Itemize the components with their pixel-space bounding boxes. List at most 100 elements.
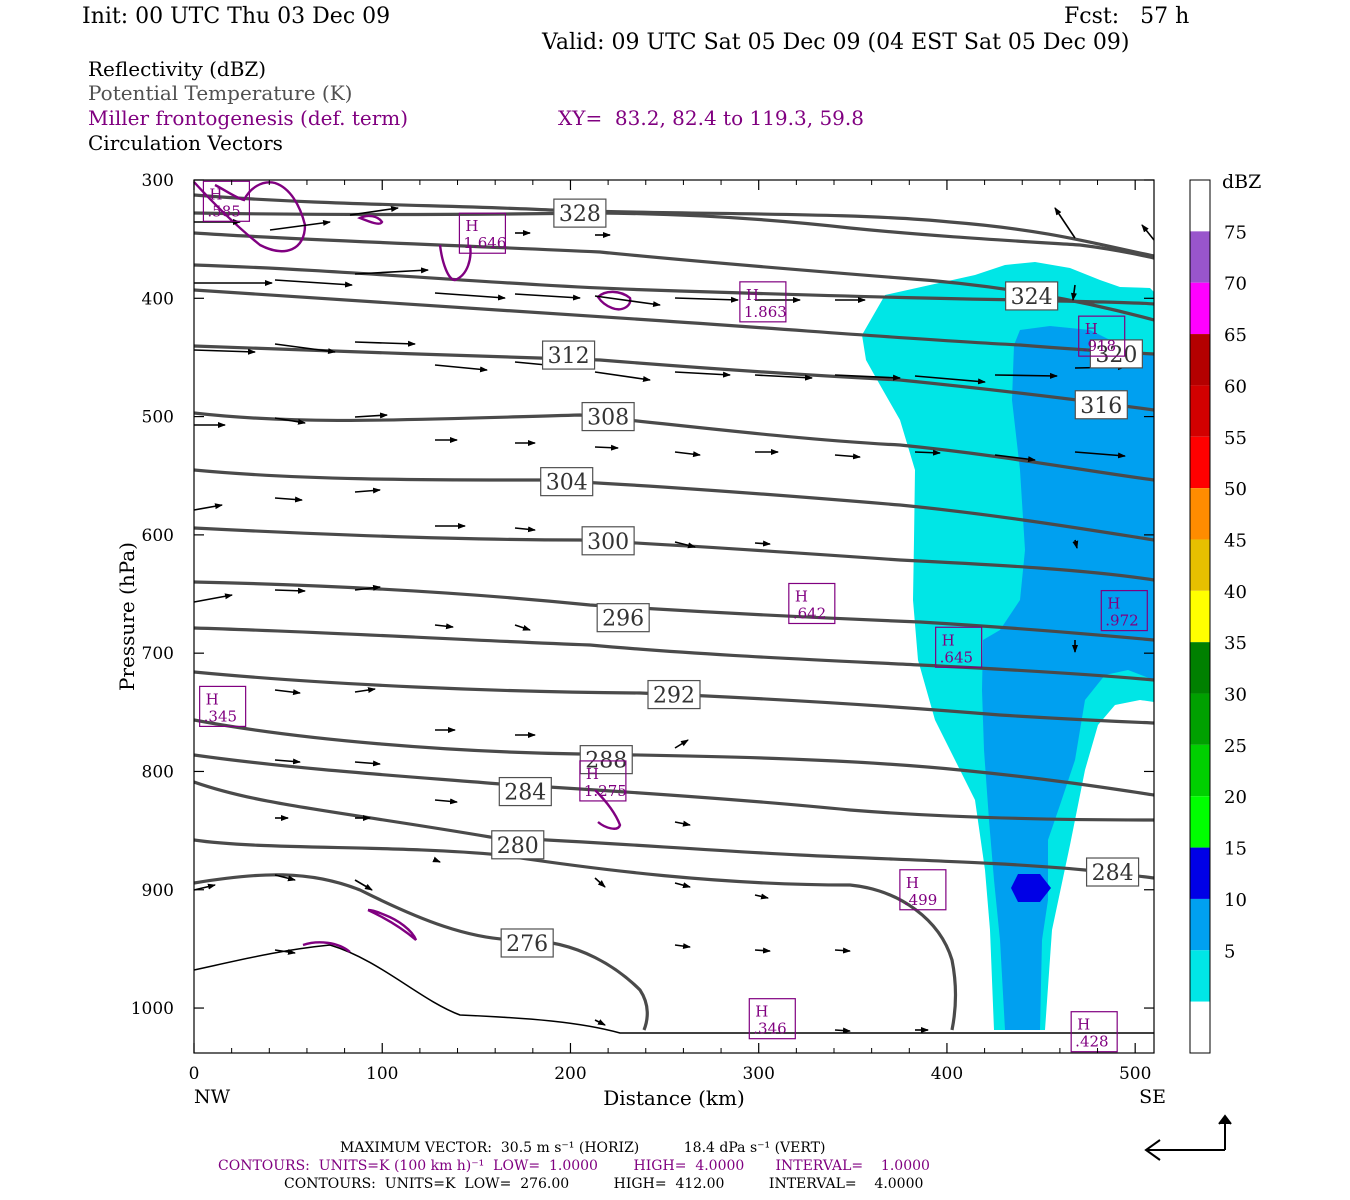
legend-xy-endpoints: XY= 83.2, 82.4 to 119.3, 59.8 (558, 106, 864, 130)
frontogenesis-contour-4 (596, 290, 632, 311)
circulation-vector (432, 856, 441, 863)
circulation-vector (354, 584, 381, 591)
x-tick-label: 0 (189, 1064, 200, 1084)
svg-text:H: H (795, 587, 808, 605)
plot-frame (193, 179, 1155, 1054)
svg-text:304: 304 (546, 471, 588, 496)
svg-text:324: 324 (1011, 285, 1053, 310)
y-axis-label: Pressure (hPa) (115, 542, 139, 691)
circulation-vector (594, 877, 606, 888)
y-tick-label: 400 (142, 289, 174, 309)
colorbar-frame (1189, 179, 1211, 1054)
circulation-vector (674, 296, 739, 303)
frontogenesis-max-label: H.499 (899, 869, 947, 911)
legend-frontogenesis: Miller frontogenesis (def. term) (88, 106, 409, 130)
theta-contour-280b (194, 838, 958, 1031)
colorbar-swatch (1190, 642, 1210, 694)
circulation-vector (834, 1027, 851, 1034)
svg-text:284: 284 (504, 781, 546, 806)
plot-axes: 0 100 200 300 400 500 300 400 500 600 700 800 900 100… (115, 171, 1166, 1110)
circulation-vectors (193, 206, 1155, 1034)
circulation-vector (674, 820, 691, 827)
colorbar-title: dBZ (1222, 171, 1261, 193)
colorbar-swatch (1190, 744, 1210, 797)
reference-vector-icon (1144, 1114, 1232, 1161)
svg-text:H: H (586, 765, 599, 783)
colorbar-swatch (1190, 231, 1210, 283)
colorbar-level-label: 55 (1224, 428, 1247, 449)
theta-contour-284b (194, 753, 1154, 822)
colorbar-swatch (1190, 898, 1210, 951)
colorbar-swatch (1190, 334, 1210, 386)
theta-contour-label: 312 (541, 340, 596, 370)
svg-text:296: 296 (602, 607, 644, 632)
colorbar-swatch (1190, 590, 1210, 643)
circulation-vector (274, 874, 296, 882)
colorbar-level-label: 70 (1224, 274, 1247, 295)
frontogenesis-max-label: H.645 (935, 626, 983, 668)
legend-circulation-vectors: Circulation Vectors (88, 131, 283, 155)
frontogenesis-max-label: H.428 (1070, 1011, 1118, 1053)
circulation-vector (1072, 539, 1079, 549)
frontogenesis-max-label: H.585 (202, 180, 251, 222)
circulation-vector (914, 449, 941, 456)
circulation-vector (994, 372, 1058, 379)
x-end-label-nw: NW (194, 1086, 231, 1108)
init-time: Init: 00 UTC Thu 03 Dec 09 (82, 4, 391, 29)
colorbar-swatch (1190, 488, 1210, 540)
circulation-vector (269, 219, 331, 231)
frontogenesis-max-label: H1.863 (739, 281, 787, 323)
svg-text:.499: .499 (904, 891, 937, 909)
frontogenesis-max-label: H.972 (1100, 589, 1148, 632)
y-tick-label: 600 (142, 526, 174, 546)
svg-text:312: 312 (548, 344, 590, 369)
frontogenesis-contour-1 (193, 181, 307, 253)
frontogenesis-max-label: H1.646 (458, 212, 506, 254)
colorbar-level-label: 40 (1224, 582, 1247, 603)
colorbar-swatch (1190, 436, 1210, 489)
colorbar-level-label: 45 (1224, 530, 1247, 551)
circulation-vector (754, 947, 771, 954)
circulation-vector (514, 526, 536, 533)
svg-text:.645: .645 (940, 648, 973, 666)
valid-time: Valid: 09 UTC Sat 05 Dec 09 (04 EST Sat … (542, 30, 1130, 55)
circulation-vector (354, 760, 381, 767)
y-tick-label: 300 (142, 171, 174, 191)
circulation-vector (274, 496, 303, 503)
theta-contour-328 (194, 211, 1154, 260)
reflectivity-10dbz-area (982, 326, 1154, 1030)
forecast-hour: Fcst: 57 h (1064, 4, 1190, 29)
theta-contour-288 (194, 670, 1154, 725)
circulation-vector (594, 371, 651, 382)
colorbar-swatch (1190, 847, 1210, 899)
svg-text:H: H (746, 286, 759, 304)
circulation-vector (193, 503, 223, 511)
theta-contour-280 (194, 780, 1154, 880)
circulation-vector (834, 947, 851, 954)
circulation-vector (594, 444, 619, 451)
circulation-vector (349, 206, 399, 216)
theta-contour-332 (194, 193, 1154, 258)
x-axis-label: Distance (km) (603, 1086, 745, 1110)
theta-contour-320 (194, 288, 1154, 356)
svg-text:H: H (1085, 320, 1098, 338)
circulation-vector (354, 412, 388, 419)
circulation-vector (674, 451, 701, 458)
frontogenesis-contour-7 (302, 941, 351, 953)
circulation-vector (754, 540, 771, 547)
svg-text:328: 328 (559, 202, 601, 227)
colorbar-swatch (1190, 950, 1210, 1002)
theta-contour-292 (194, 626, 1154, 682)
svg-text:308: 308 (587, 406, 629, 431)
circulation-vector (354, 879, 373, 891)
circulation-vector (193, 593, 233, 603)
theta-contour-label: 300 (581, 526, 635, 556)
colorbar-swatch (1190, 180, 1210, 232)
theta-contour-324 (194, 263, 1154, 306)
circulation-vector (274, 758, 301, 765)
circulation-vector (674, 739, 689, 749)
theta-contour-label: 328 (553, 198, 607, 228)
circulation-vector (1141, 224, 1155, 241)
circulation-vector (354, 340, 416, 347)
